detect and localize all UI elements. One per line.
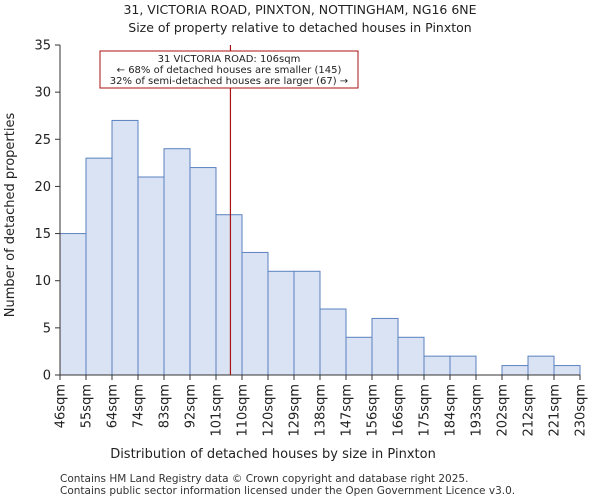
bar-212sqm xyxy=(527,355,555,376)
bar-221sqm xyxy=(553,365,581,376)
x-tick-label: 110sqm xyxy=(236,384,251,437)
x-tick-label: 175sqm xyxy=(418,384,433,437)
bar-46sqm xyxy=(59,233,87,376)
bars-group xyxy=(59,119,581,376)
y-tick-label: 35 xyxy=(34,39,51,54)
x-tick-label: 156sqm xyxy=(366,384,381,437)
chart-title: 31, VICTORIA ROAD, PINXTON, NOTTINGHAM, … xyxy=(123,2,476,17)
x-tick-label: 120sqm xyxy=(262,384,277,437)
x-tick-label: 129sqm xyxy=(288,384,303,437)
bar-147sqm xyxy=(345,336,373,376)
x-tick-label: 101sqm xyxy=(210,384,225,437)
bar-120sqm xyxy=(267,270,295,376)
bar-110sqm xyxy=(241,251,269,376)
bar-166sqm xyxy=(397,336,425,376)
x-tick-label: 64sqm xyxy=(106,384,121,428)
x-tick-label: 46sqm xyxy=(54,384,69,428)
bar-184sqm xyxy=(449,355,477,376)
x-tick-label: 202sqm xyxy=(496,384,511,437)
x-tick-label: 55sqm xyxy=(80,384,95,428)
x-tick-label: 83sqm xyxy=(158,384,173,428)
y-tick-label: 10 xyxy=(34,274,51,289)
x-tick-label: 166sqm xyxy=(392,384,407,437)
bar-64sqm xyxy=(111,119,139,376)
y-tick-label: 25 xyxy=(34,133,51,148)
x-axis-label: Distribution of detached houses by size … xyxy=(110,447,436,462)
x-tick-label: 230sqm xyxy=(574,384,589,437)
bar-83sqm xyxy=(163,148,191,376)
chart-subtitle: Size of property relative to detached ho… xyxy=(128,20,471,35)
annotation-line-2: ← 68% of detached houses are smaller (14… xyxy=(117,65,342,76)
x-tick-label: 184sqm xyxy=(444,384,459,437)
bar-156sqm xyxy=(371,317,399,376)
bar-55sqm xyxy=(85,157,113,376)
bar-101sqm xyxy=(215,214,243,376)
marker-group: 31 VICTORIA ROAD: 106sqm← 68% of detache… xyxy=(99,45,359,375)
footer-line-1: Contains HM Land Registry data © Crown c… xyxy=(60,473,468,485)
x-tick-label: 138sqm xyxy=(314,384,329,437)
x-tick-label: 193sqm xyxy=(470,384,485,437)
y-axis: 0 5 10 15 20 25 30 35 xyxy=(34,39,61,384)
y-tick-label: 5 xyxy=(43,321,51,336)
x-tick-label: 221sqm xyxy=(548,384,563,437)
x-tick-label: 147sqm xyxy=(340,384,355,437)
y-tick-label: 15 xyxy=(34,227,51,242)
annotation-line-1: 31 VICTORIA ROAD: 106sqm xyxy=(158,54,301,65)
footer-line-2: Contains public sector information licen… xyxy=(60,485,515,497)
x-tick-label: 212sqm xyxy=(522,384,537,437)
bar-202sqm xyxy=(501,365,529,376)
annotation-line-3: 32% of semi-detached houses are larger (… xyxy=(110,76,348,87)
bar-92sqm xyxy=(189,167,217,376)
bar-175sqm xyxy=(423,355,451,376)
annotation-box xyxy=(99,50,359,89)
bar-138sqm xyxy=(319,308,347,376)
y-tick-label: 0 xyxy=(43,369,51,384)
y-axis-label: Number of detached properties xyxy=(3,113,18,318)
x-axis: 46sqm 55sqm 64sqm 74sqm 83sqm 92sqm 101sqm 110s… xyxy=(54,374,589,437)
x-tick-label: 74sqm xyxy=(132,384,147,428)
y-tick-label: 30 xyxy=(34,86,51,101)
bar-129sqm xyxy=(293,270,321,376)
x-tick-label: 92sqm xyxy=(184,384,199,428)
y-tick-label: 20 xyxy=(34,180,51,195)
bar-74sqm xyxy=(137,176,165,376)
